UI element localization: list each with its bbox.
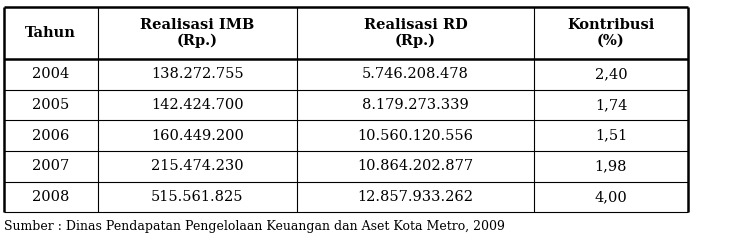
Text: Kontribusi
(%): Kontribusi (%) xyxy=(567,18,655,48)
Text: 5.746.208.478: 5.746.208.478 xyxy=(362,67,469,81)
Text: 2008: 2008 xyxy=(32,190,69,204)
Text: 138.272.755: 138.272.755 xyxy=(151,67,244,81)
Text: 4,00: 4,00 xyxy=(595,190,627,204)
Text: Sumber : Dinas Pendapatan Pengelolaan Keuangan dan Aset Kota Metro, 2009: Sumber : Dinas Pendapatan Pengelolaan Ke… xyxy=(4,220,505,233)
Text: 2004: 2004 xyxy=(32,67,69,81)
Text: 1,98: 1,98 xyxy=(595,159,627,173)
Text: 1,51: 1,51 xyxy=(595,129,627,143)
Text: 2007: 2007 xyxy=(32,159,69,173)
Text: Realisasi IMB
(Rp.): Realisasi IMB (Rp.) xyxy=(141,18,254,48)
Text: 12.857.933.262: 12.857.933.262 xyxy=(357,190,474,204)
Text: 515.561.825: 515.561.825 xyxy=(151,190,244,204)
Text: 2005: 2005 xyxy=(32,98,69,112)
Text: 215.474.230: 215.474.230 xyxy=(151,159,244,173)
Text: 2006: 2006 xyxy=(32,129,69,143)
Text: 2,40: 2,40 xyxy=(595,67,627,81)
Text: 160.449.200: 160.449.200 xyxy=(151,129,244,143)
Text: 10.560.120.556: 10.560.120.556 xyxy=(357,129,474,143)
Text: 1,74: 1,74 xyxy=(595,98,627,112)
Text: 8.179.273.339: 8.179.273.339 xyxy=(362,98,468,112)
Text: 10.864.202.877: 10.864.202.877 xyxy=(357,159,474,173)
Text: 142.424.700: 142.424.700 xyxy=(151,98,244,112)
Text: Realisasi RD
(Rp.): Realisasi RD (Rp.) xyxy=(364,18,467,48)
Text: Tahun: Tahun xyxy=(26,26,76,40)
